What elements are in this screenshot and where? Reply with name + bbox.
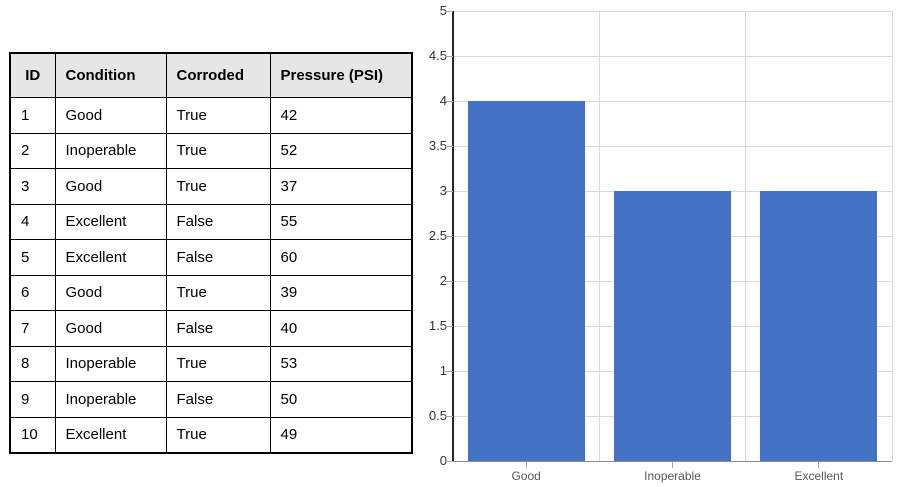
cell-id: 6 — [9, 274, 56, 311]
horizontal-gridline — [453, 100, 892, 102]
cell-pressure-psi: 37 — [269, 168, 413, 205]
y-axis-tick — [445, 415, 453, 417]
cell-condition: Good — [54, 310, 167, 347]
x-axis-tick — [818, 462, 820, 468]
cell-pressure-psi: 60 — [269, 239, 413, 276]
vertical-gridline — [891, 11, 893, 461]
cell-id: 9 — [9, 381, 56, 418]
cell-id: 8 — [9, 345, 56, 382]
cell-id: 4 — [9, 203, 56, 240]
cell-corroded: False — [165, 239, 271, 276]
x-axis-tick — [525, 462, 527, 468]
column-header-corroded: Corroded — [165, 52, 271, 98]
y-axis-tick-label: 1.5 — [428, 318, 447, 333]
table-header-row-inner: ID Condition Corroded Pressure (PSI) — [9, 52, 413, 98]
y-axis-tick — [445, 145, 453, 147]
cell-corroded: False — [165, 381, 271, 418]
cell-condition: Inoperable — [54, 132, 167, 169]
y-axis-tick — [445, 370, 453, 372]
bar-excellent — [760, 191, 878, 461]
y-axis-tick-label: 5 — [439, 3, 447, 18]
cell-id: 7 — [9, 310, 56, 347]
x-axis-tick — [672, 462, 673, 468]
cell-pressure-psi: 50 — [269, 381, 413, 418]
table-row: 9 Inoperable False 50 — [9, 381, 413, 418]
cell-pressure-psi: 40 — [269, 310, 413, 347]
y-axis-tick-label: 3.5 — [428, 138, 447, 153]
table-row: 7 Good False 40 — [9, 310, 413, 347]
cell-pressure-psi: 53 — [269, 345, 413, 382]
y-axis-tick-label: 1 — [439, 363, 447, 378]
column-header-pressure-psi: Pressure (PSI) — [269, 52, 413, 98]
y-axis-tick-label: 0 — [439, 453, 447, 468]
bar-inoperable — [614, 191, 731, 461]
cell-pressure-psi: 55 — [269, 203, 413, 240]
y-axis-tick — [445, 280, 453, 282]
table-row: 8 Inoperable True 53 — [9, 345, 413, 382]
cell-condition: Excellent — [54, 239, 167, 276]
x-axis-category-label-excellent: Excellent — [794, 469, 844, 483]
y-axis-tick-label: 0.5 — [428, 408, 447, 423]
cell-pressure-psi: 39 — [269, 274, 413, 311]
bar-chart-plot-area: 0 0.5 1 1.5 2 2.5 3 3.5 4 4.5 5 Good Inoperable Excel… — [429, 3, 893, 483]
table-row: 2 Inoperable True 52 — [9, 132, 413, 169]
y-axis-tick — [445, 10, 453, 12]
y-axis-tick-label: 2.5 — [428, 228, 447, 243]
table-row: 3 Good True 37 — [9, 168, 413, 205]
cell-id: 5 — [9, 239, 56, 276]
y-axis-tick — [445, 190, 453, 192]
y-axis-tick — [445, 55, 453, 57]
vertical-gridline — [745, 11, 747, 461]
horizontal-gridline — [453, 145, 892, 147]
cell-condition: Excellent — [54, 203, 167, 240]
horizontal-gridline — [453, 10, 892, 12]
column-header-condition: Condition — [54, 52, 167, 98]
y-axis-tick-label: 3 — [439, 183, 447, 198]
cell-pressure-psi: 42 — [269, 97, 413, 134]
column-header-id: ID — [9, 52, 56, 98]
x-axis-category-label-good: Good — [511, 469, 541, 483]
cell-corroded: True — [165, 345, 271, 382]
cell-condition: Excellent — [54, 416, 167, 454]
cell-id: 2 — [9, 132, 56, 169]
cell-corroded: True — [165, 97, 271, 134]
cell-condition: Good — [54, 97, 167, 134]
cell-corroded: True — [165, 416, 271, 454]
y-axis-tick-label: 4.5 — [428, 48, 447, 63]
table-row: 1 Good True 42 — [9, 97, 413, 134]
y-axis-tick — [445, 325, 453, 327]
x-axis-category-label-inoperable: Inoperable — [644, 469, 701, 483]
y-axis-tick — [445, 235, 453, 237]
y-axis-tick — [445, 460, 453, 462]
cell-id: 10 — [9, 416, 56, 454]
bar-good — [467, 101, 585, 461]
table-row: 4 Excellent False 55 — [9, 203, 413, 240]
y-axis-tick — [445, 100, 453, 102]
cell-condition: Inoperable — [54, 381, 167, 418]
table-row: 5 Excellent False 60 — [9, 239, 413, 276]
cell-corroded: True — [165, 132, 271, 169]
table-row: 6 Good True 39 — [9, 274, 413, 311]
cell-corroded: False — [165, 203, 271, 240]
cell-condition: Inoperable — [54, 345, 167, 382]
horizontal-gridline — [453, 55, 892, 57]
table-body: 1 Good True 42 2 Inoperable True 52 3 Good True 37 4… — [9, 97, 413, 454]
x-axis-line — [452, 460, 892, 462]
cell-pressure-psi: 52 — [269, 132, 413, 169]
cell-condition: Good — [54, 168, 167, 205]
cell-corroded: True — [165, 274, 271, 311]
y-axis-tick-label: 2 — [439, 273, 447, 288]
vertical-gridline — [598, 11, 600, 461]
cell-corroded: False — [165, 310, 271, 347]
cell-id: 3 — [9, 168, 56, 205]
data-table: ID Condition Corroded Pressure (PSI) 1 Good T… — [9, 52, 413, 454]
cell-pressure-psi: 49 — [269, 416, 413, 454]
cell-id: 1 — [9, 97, 56, 134]
y-axis-tick-label: 4 — [439, 93, 447, 108]
table-row: 10 Excellent True 49 — [9, 416, 413, 454]
table-header-row: ID Condition Corroded Pressure (PSI) — [9, 52, 413, 98]
cell-corroded: True — [165, 168, 271, 205]
cell-condition: Good — [54, 274, 167, 311]
